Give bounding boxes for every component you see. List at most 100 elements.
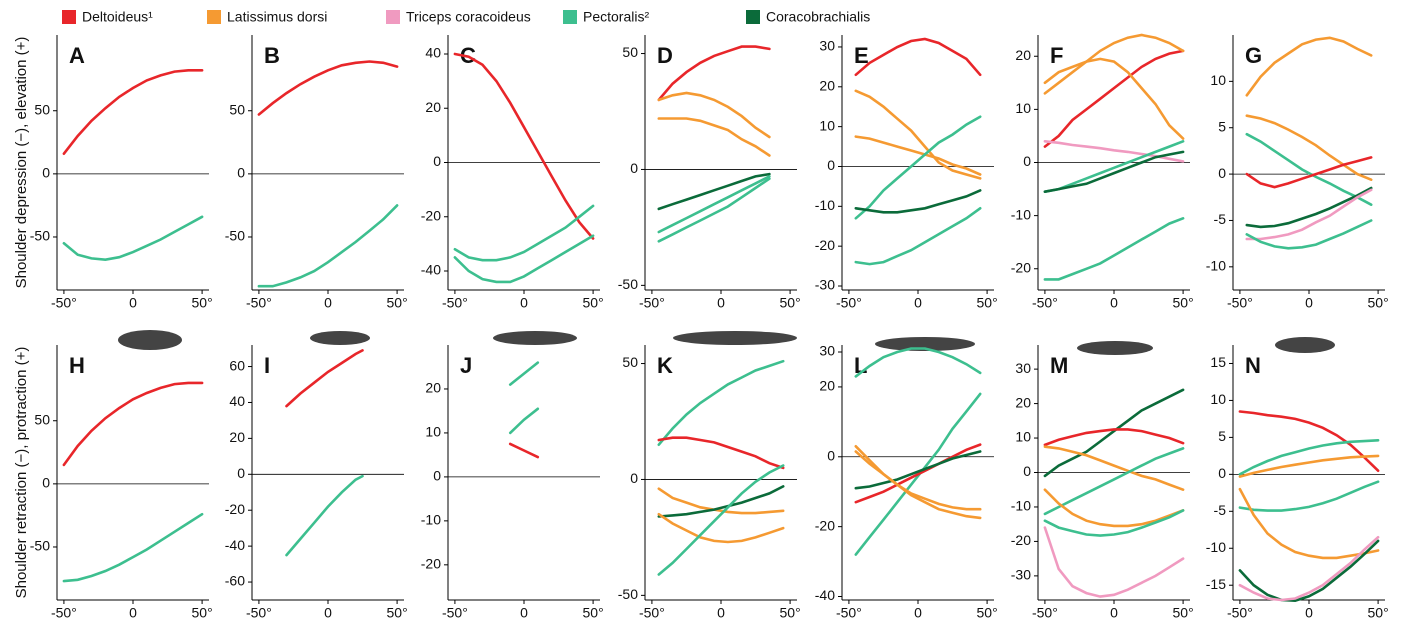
- x-tick-label: 50°: [780, 295, 801, 311]
- y-tick-label: 30: [819, 38, 835, 54]
- series-line: [1043, 57, 1185, 140]
- series-line: [453, 52, 595, 240]
- series-line: [854, 445, 982, 511]
- series-line: [1238, 487, 1380, 560]
- x-tick-label: -50°: [1032, 605, 1058, 621]
- y-tick-label: -50: [225, 228, 245, 244]
- silhouette: [310, 331, 370, 345]
- x-tick-label: 0: [914, 295, 922, 311]
- x-tick-label: -50°: [1227, 295, 1253, 311]
- legend-swatch: [563, 10, 577, 24]
- series-line: [1043, 445, 1185, 491]
- panel-letter: E: [854, 43, 869, 68]
- y-tick-label: 5: [1218, 118, 1226, 134]
- y-tick-label: 0: [1023, 463, 1031, 479]
- y-tick-label: -50: [30, 228, 50, 244]
- series-line: [453, 204, 595, 262]
- series-line: [1245, 114, 1373, 181]
- x-tick-label: 50°: [1368, 605, 1389, 621]
- y-tick-label: 0: [630, 160, 638, 176]
- y-tick-label: 20: [425, 99, 441, 115]
- x-tick-label: -50°: [1032, 295, 1058, 311]
- series-line: [854, 392, 982, 556]
- y-tick-label: 0: [827, 157, 835, 173]
- y-tick-label: -40: [225, 537, 245, 553]
- series-line: [257, 60, 399, 116]
- y-tick-label: 20: [1015, 394, 1031, 410]
- x-tick-label: 50°: [977, 605, 998, 621]
- x-tick-label: -50°: [836, 295, 862, 311]
- y-tick-label: 0: [1023, 153, 1031, 169]
- y-tick-label: 20: [1015, 47, 1031, 63]
- y-tick-label: 15: [1210, 354, 1226, 370]
- panel-letter: M: [1050, 353, 1068, 378]
- y-tick-label: 60: [229, 357, 245, 373]
- series-line: [854, 207, 982, 266]
- y-tick-label: 40: [229, 393, 245, 409]
- legend-swatch: [746, 10, 760, 24]
- x-tick-label: -50°: [639, 605, 665, 621]
- panel-letter: F: [1050, 43, 1063, 68]
- series-line: [854, 443, 982, 504]
- y-tick-label: 10: [819, 117, 835, 133]
- x-tick-label: 50°: [583, 605, 604, 621]
- y-tick-label: -20: [421, 207, 441, 223]
- y-tick-label: 0: [42, 475, 50, 491]
- y-tick-label: 30: [819, 343, 835, 359]
- panel-letter: N: [1245, 353, 1261, 378]
- series-line: [1043, 526, 1185, 598]
- y-tick-label: -10: [1011, 498, 1031, 514]
- series-line: [285, 349, 364, 408]
- silhouette: [493, 331, 577, 345]
- panel-letter: D: [657, 43, 673, 68]
- x-tick-label: -50°: [1227, 605, 1253, 621]
- y-tick-label: -10: [421, 512, 441, 528]
- x-tick-label: 50°: [977, 295, 998, 311]
- series-line: [1238, 454, 1380, 478]
- y-tick-label: 0: [433, 153, 441, 169]
- series-line: [1245, 132, 1373, 206]
- series-line: [657, 45, 771, 102]
- legend-swatch: [386, 10, 400, 24]
- y-tick-label: 10: [425, 424, 441, 440]
- panel-letter: K: [657, 353, 673, 378]
- series-line: [1238, 410, 1380, 472]
- y-tick-label: -15: [1206, 576, 1226, 592]
- series-line: [1043, 388, 1185, 478]
- x-tick-label: 50°: [1368, 295, 1389, 311]
- panel-letter: J: [460, 353, 472, 378]
- series-line: [854, 450, 982, 490]
- y-tick-label: -10: [1206, 539, 1226, 555]
- series-line: [1238, 535, 1380, 602]
- y-tick-label: 0: [433, 468, 441, 484]
- x-tick-label: 0: [1110, 295, 1118, 311]
- y-tick-label: -20: [815, 517, 835, 533]
- series-line: [657, 91, 771, 139]
- x-tick-label: 0: [717, 295, 725, 311]
- series-line: [1245, 219, 1373, 250]
- series-line: [854, 135, 982, 176]
- y-tick-label: -60: [225, 573, 245, 589]
- panel-letter: A: [69, 43, 85, 68]
- y-tick-label: 10: [1210, 72, 1226, 88]
- y-tick-label: 50: [622, 354, 638, 370]
- legend-swatch: [62, 10, 76, 24]
- silhouettes: [118, 330, 1335, 355]
- series-line: [1245, 36, 1373, 97]
- y-tick-label: 50: [622, 44, 638, 60]
- y-tick-label: -20: [421, 556, 441, 572]
- x-tick-label: 0: [324, 295, 332, 311]
- y-tick-label: 0: [1218, 165, 1226, 181]
- y-tick-label: 50: [34, 411, 50, 427]
- y-tick-label: -5: [1214, 502, 1227, 518]
- y-tick-label: 20: [819, 78, 835, 94]
- legend-swatch: [207, 10, 221, 24]
- x-tick-label: -50°: [246, 295, 272, 311]
- series-line: [508, 407, 540, 435]
- y-tick-label: 0: [1218, 465, 1226, 481]
- series-line: [1245, 186, 1373, 229]
- series-line: [1043, 49, 1185, 148]
- y-tick-label: -40: [815, 587, 835, 603]
- series-line: [854, 189, 982, 214]
